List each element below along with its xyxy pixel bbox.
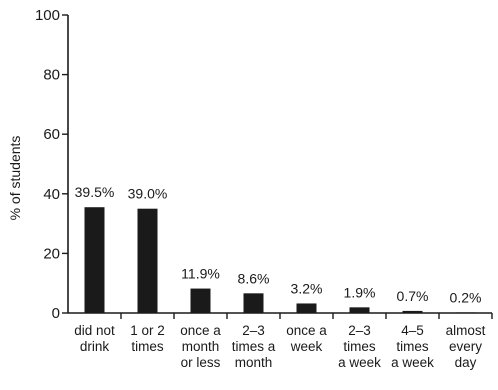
bars (84, 207, 476, 313)
data-label: 8.6% (238, 270, 270, 286)
data-labels: 39.5% 39.0% 11.9% 8.6% 3.2% 1.9% 0.7% 0.2% (75, 184, 482, 305)
y-tick-label: 40 (43, 186, 60, 203)
bar (243, 293, 264, 313)
category-label-line: day (455, 355, 477, 370)
y-tick-label: 0 (52, 305, 60, 322)
category-label-line: 2–3 (242, 323, 265, 338)
x-axis (68, 312, 493, 319)
data-label: 1.9% (344, 284, 376, 300)
category-label-line: a week (391, 355, 434, 370)
category-label-line: almost (446, 323, 486, 338)
category-label-line: 2–3 (348, 323, 371, 338)
category-label: almost every day (446, 323, 486, 370)
y-tick-label: 100 (35, 7, 60, 24)
category-label-line: month (182, 339, 220, 354)
category-label-line: or less (181, 355, 221, 370)
data-label: 0.7% (397, 288, 429, 304)
data-label: 39.5% (75, 184, 115, 200)
bar (349, 307, 370, 313)
bar (402, 310, 423, 313)
category-label: 4–5 times a week (391, 323, 434, 370)
y-tick-label: 60 (43, 126, 60, 143)
data-label: 11.9% (181, 266, 220, 282)
data-label: 39.0% (128, 186, 168, 202)
bar (137, 208, 158, 313)
y-tick-label: 80 (43, 67, 60, 84)
y-axis: 0 20 40 60 80 100 (35, 7, 69, 322)
category-label: 2–3 times a week (338, 323, 381, 370)
category-label-line: did not (74, 323, 115, 338)
category-label-line: drink (80, 339, 110, 354)
category-label-line: times a (232, 339, 276, 354)
category-label-line: 1 or 2 (130, 323, 165, 338)
category-label-line: once a (286, 323, 327, 338)
category-label-line: a week (338, 355, 381, 370)
category-label: did not drink (74, 323, 115, 354)
category-label-line: times (343, 339, 376, 354)
y-axis-label: % of students (7, 136, 23, 221)
category-label-line: week (290, 339, 323, 354)
category-label: once a week (286, 323, 327, 354)
category-label-line: 4–5 (401, 323, 424, 338)
bar (455, 312, 476, 313)
category-label: 1 or 2 times (130, 323, 165, 354)
category-label: once a month or less (180, 323, 221, 370)
y-tick-label: 20 (43, 245, 60, 262)
category-label-line: month (235, 355, 273, 370)
category-label: 2–3 times a month (232, 323, 276, 370)
category-label-line: once a (180, 323, 221, 338)
data-label: 3.2% (291, 280, 323, 296)
bar (84, 207, 105, 313)
category-label-line: every (449, 339, 482, 354)
data-label: 0.2% (450, 289, 482, 305)
category-label-line: times (396, 339, 429, 354)
bar (296, 303, 317, 313)
bar (190, 288, 211, 313)
category-label-line: times (131, 339, 164, 354)
